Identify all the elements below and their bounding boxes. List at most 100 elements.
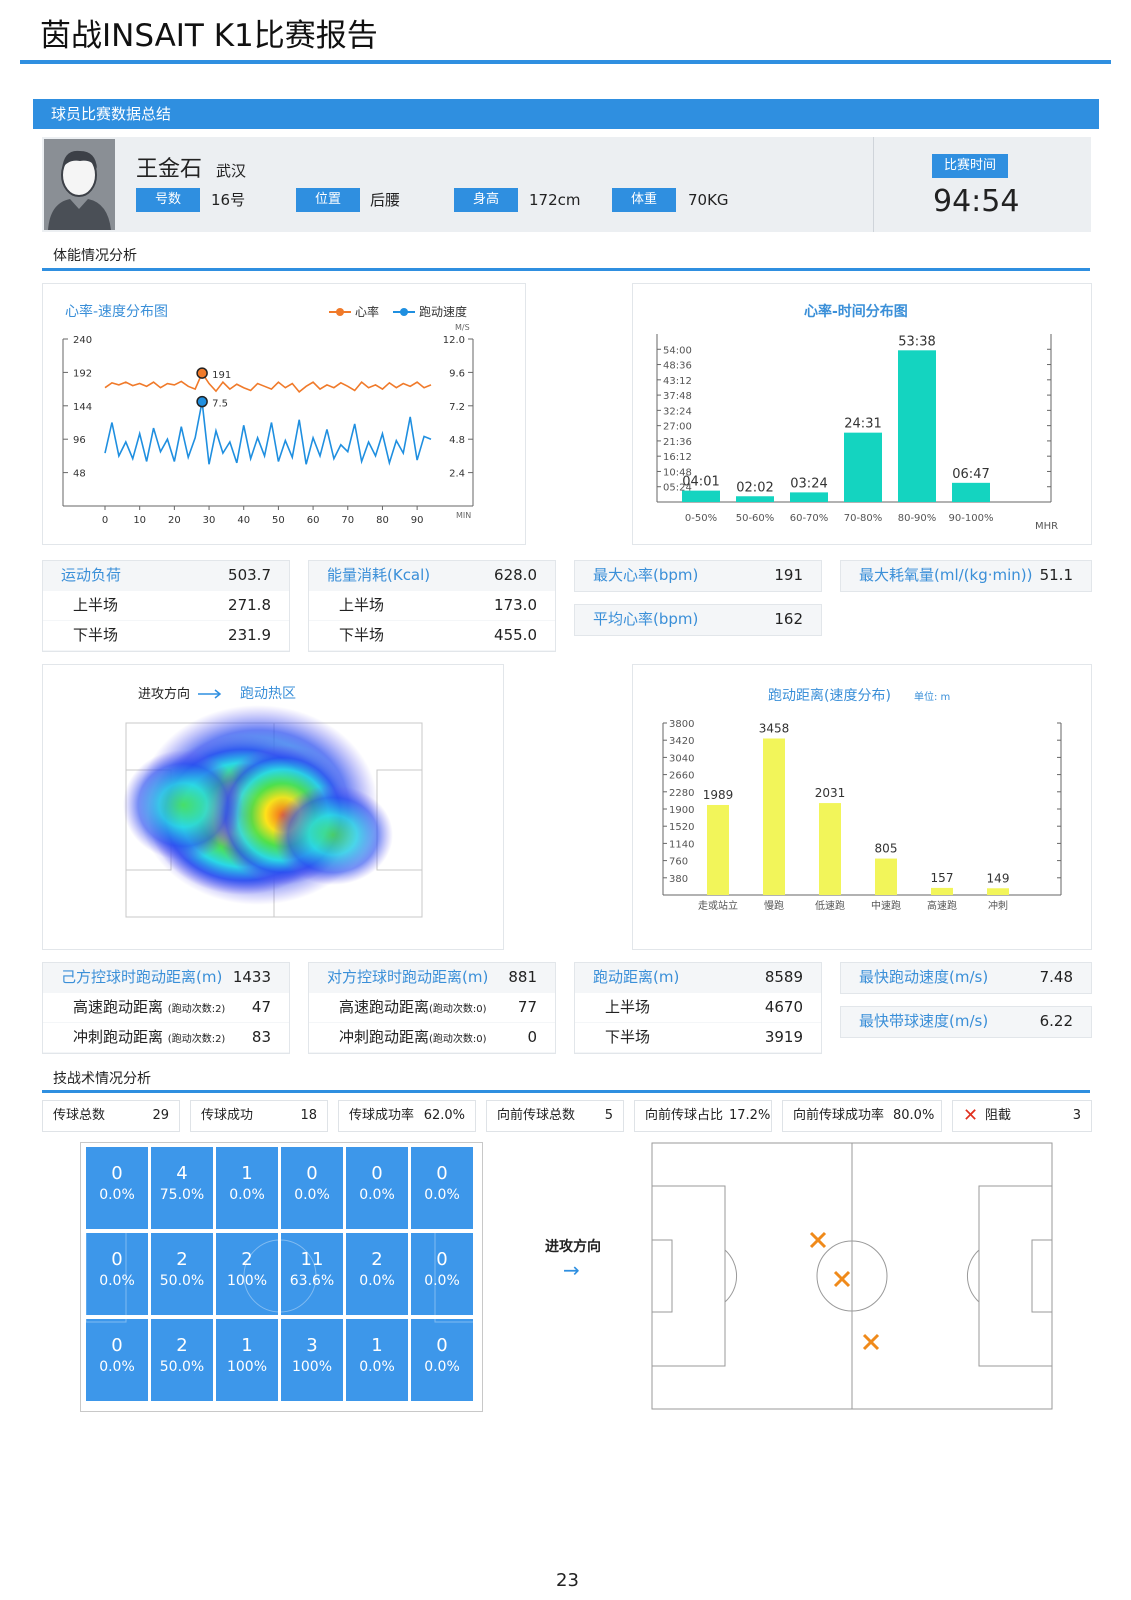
y-tick-label: 2660	[669, 771, 694, 782]
opp-high-label: 高速跑动距离	[339, 998, 430, 1016]
own-sprint-label: 冲刺跑动距离	[73, 1028, 164, 1046]
tactic-pass-rate: 传球成功率 62.0%	[338, 1100, 476, 1132]
avg-hr-value: 162	[774, 610, 803, 628]
bar	[931, 887, 953, 895]
opp-sprint-value: 0	[527, 1028, 537, 1046]
legend-speed-marker	[400, 308, 408, 316]
avatar	[44, 139, 115, 230]
pass-zone-grid: 0 0.0% 4 75.0% 1 0.0% 0 0.0% 0 0.0% 0 0.0% 0 0.0% 2 50.…	[86, 1147, 476, 1405]
x-tick-label: 40	[237, 515, 250, 526]
zone-pass-count: 2	[176, 1335, 188, 1356]
total-value: 8589	[764, 968, 803, 986]
load-h1-value: 271.8	[228, 596, 271, 614]
y-tick-label: 43:12	[663, 376, 692, 387]
tactic-interceptions: ✕ 阻截 3	[952, 1100, 1092, 1132]
speed-peak-label: 7.5	[212, 399, 228, 410]
pass-zone-cell: 0 0.0%	[86, 1319, 148, 1401]
zone-pass-count: 0	[436, 1163, 448, 1184]
pass-zone-cell: 0 0.0%	[86, 1233, 148, 1315]
attack-direction-label: 进攻方向	[545, 1239, 601, 1255]
player-number: 16号	[211, 191, 246, 209]
y-tick-label: 21:36	[663, 437, 692, 448]
zone-pass-count: 0	[436, 1335, 448, 1356]
x-tick-label: 50-60%	[736, 513, 775, 524]
match-time-panel	[873, 137, 1091, 232]
zone-success-rate: 0.0%	[99, 1359, 135, 1375]
y-tick-label: 32:24	[663, 406, 692, 417]
legend-hr-label: 心率	[355, 304, 379, 319]
zone-success-rate: 50.0%	[159, 1359, 205, 1375]
load-h2-value: 231.9	[228, 626, 271, 644]
x-tick-label: 70-80%	[844, 513, 883, 524]
tactic-forward-passes: 向前传球总数 5	[486, 1100, 624, 1132]
zone-pass-count: 11	[300, 1249, 324, 1270]
max-ball-speed-value: 6.22	[1039, 1012, 1073, 1030]
zone-success-rate: 100%	[226, 1273, 268, 1289]
zone-pass-count: 0	[111, 1249, 123, 1270]
speed-dist-chart-panel: 跑动距离(速度分布) 单位: m 3800 3420 3040 2660 2280 190…	[632, 664, 1092, 950]
tactic-value: 80.0%	[893, 1108, 935, 1123]
player-height: 172cm	[529, 191, 581, 209]
y-right-tick-label: 4.8	[449, 435, 465, 446]
bar-value-label: 03:24	[790, 476, 827, 491]
vo2-label: 最大耗氧量(ml/(kg·min))	[859, 566, 1033, 584]
max-hr-value: 191	[774, 566, 803, 584]
direction-label: 进攻方向	[138, 686, 190, 702]
match-time-tag: 比赛时间	[932, 154, 1008, 178]
max-ball-speed-stat-box: 最快带球速度(m/s) 6.22	[840, 1006, 1092, 1038]
player-name: 王金石	[136, 157, 203, 182]
legend-hr-marker	[336, 308, 344, 316]
bar-value-label: 805	[875, 842, 898, 856]
y-tick-label: 1900	[669, 805, 694, 816]
total-h1-value: 4670	[764, 998, 803, 1016]
bar-value-label: 1989	[703, 788, 734, 802]
interception-cross-icon	[862, 1333, 880, 1351]
zone-success-rate: 0.0%	[424, 1273, 460, 1289]
max-ball-speed-label: 最快带球速度(m/s)	[859, 1012, 989, 1030]
heatmap-title: 跑动热区	[240, 686, 296, 702]
y-left-tick-label: 240	[73, 335, 92, 346]
opp-high-value: 77	[517, 998, 537, 1016]
fitness-divider	[42, 268, 1090, 271]
x-tick-label: 80-90%	[898, 513, 937, 524]
pass-zone-pitch-lines	[85, 1229, 476, 1323]
x-unit: MHR	[1035, 521, 1058, 532]
energy-h2-value: 455.0	[494, 626, 537, 644]
pass-zone-cell: 2 100%	[216, 1233, 278, 1315]
hr-peak-label: 191	[212, 370, 231, 381]
match-time: 94:54	[933, 184, 1020, 219]
weight-tag: 体重	[612, 188, 676, 212]
y-tick-label: 3800	[669, 719, 694, 730]
y-right-tick-label: 9.6	[449, 368, 465, 379]
bar-value-label: 06:47	[952, 467, 989, 482]
zone-success-rate: 0.0%	[99, 1273, 135, 1289]
speed-unit: M/S	[455, 323, 470, 332]
x-tick-label: 80	[376, 515, 389, 526]
bar-value-label: 02:02	[736, 480, 773, 495]
own-value: 1433	[232, 968, 271, 986]
avg-hr-label: 平均心率(bpm)	[593, 610, 699, 628]
y-tick-label: 16:12	[663, 452, 692, 463]
zone-pass-count: 0	[371, 1163, 383, 1184]
bar-value-label: 149	[987, 871, 1010, 885]
hr-speed-chart: 心率-速度分布图 心率 跑动速度 M/S MIN 240 192 144 96 48 12…	[62, 303, 474, 526]
x-tick-label: 30	[203, 515, 216, 526]
tactic-label: 向前传球成功率	[793, 1108, 885, 1123]
pass-zone-cell: 0 0.0%	[411, 1319, 473, 1401]
x-tick-label: 0-50%	[685, 513, 717, 524]
x-tick-label: 60-70%	[790, 513, 829, 524]
total-label: 跑动距离(m)	[593, 968, 680, 986]
own-high-label: 高速跑动距离	[73, 998, 164, 1016]
zone-pass-count: 4	[176, 1163, 188, 1184]
legend-speed-label: 跑动速度	[419, 304, 467, 319]
title-divider	[20, 60, 1111, 64]
vo2-stat-box: 最大耗氧量(ml/(kg·min)) 51.1	[840, 560, 1092, 592]
opp-sprint-note: (跑动次数:0)	[429, 1034, 487, 1045]
y-tick-label: 380	[669, 874, 688, 885]
tactics-divider	[42, 1090, 1090, 1093]
zone-pass-count: 1	[371, 1335, 383, 1356]
energy-h1-value: 173.0	[494, 596, 537, 614]
zone-pass-count: 0	[111, 1163, 123, 1184]
load-value: 503.7	[228, 566, 271, 584]
zone-success-rate: 0.0%	[424, 1359, 460, 1375]
